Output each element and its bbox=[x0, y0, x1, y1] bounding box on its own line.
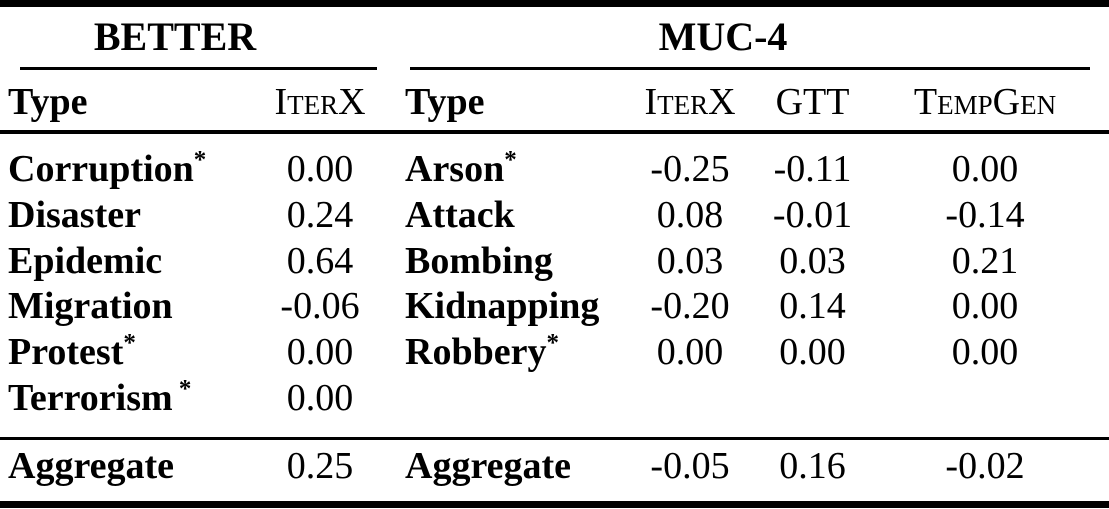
aggregate-value: -0.02 bbox=[945, 445, 1025, 487]
aggregate-label: Aggregate bbox=[8, 445, 175, 487]
value-cell: 0.00 bbox=[951, 331, 1019, 374]
bottom-rule bbox=[0, 501, 1109, 508]
type-label: Corruption bbox=[8, 148, 194, 190]
value-cell: -0.25 bbox=[650, 148, 730, 190]
table-row: Kidnapping -0.20 0.14 0.00 bbox=[405, 284, 1095, 330]
type-label: Arson bbox=[405, 148, 505, 190]
value-cell: -0.11 bbox=[773, 148, 852, 190]
aggregate-row: Aggregate -0.05 0.16 -0.02 bbox=[405, 442, 1095, 490]
value-cell: 0.03 bbox=[779, 239, 846, 282]
top-rule bbox=[0, 0, 1109, 7]
value-cell: 0.00 bbox=[286, 148, 354, 190]
column-header-gtt: GTT bbox=[775, 81, 850, 123]
muc4-table: MUC-4 Type IterX GTT TempGen Arson* -0.2… bbox=[405, 0, 1095, 509]
type-label: Epidemic bbox=[8, 239, 163, 282]
significance-star: * bbox=[172, 375, 192, 403]
value-cell: 0.03 bbox=[656, 239, 724, 282]
column-header-type: Type bbox=[405, 81, 485, 123]
table-row: Attack 0.08 -0.01 -0.14 bbox=[405, 193, 1095, 239]
value-cell: 0.24 bbox=[286, 193, 354, 236]
better-table: BETTER Type IterX Corruption* 0.00 Disas… bbox=[8, 0, 380, 509]
type-label: Terrorism bbox=[8, 376, 173, 419]
muc4-table-body: Arson* -0.25 -0.11 0.00 Attack 0.08 -0.0… bbox=[405, 147, 1095, 376]
significance-star: * bbox=[546, 329, 559, 357]
column-header-iterx: IterX bbox=[644, 81, 736, 123]
value-cell: 0.21 bbox=[951, 239, 1019, 282]
type-label: Protest bbox=[8, 331, 124, 374]
table-row: Protest* 0.00 bbox=[8, 330, 380, 376]
type-label: Disaster bbox=[8, 193, 141, 236]
table-row: Robbery* 0.00 0.00 0.00 bbox=[405, 330, 1095, 376]
type-cell: Protest* bbox=[8, 330, 260, 376]
value-cell: 0.00 bbox=[951, 148, 1019, 190]
aggregate-value: 0.25 bbox=[286, 445, 354, 487]
significance-star: * bbox=[504, 146, 517, 174]
type-cell: Terrorism * bbox=[8, 376, 260, 422]
aggregate-midrule bbox=[0, 437, 1109, 440]
value-cell: 0.14 bbox=[779, 285, 846, 328]
type-cell: Robbery* bbox=[405, 330, 630, 376]
type-cell: Attack bbox=[405, 193, 630, 239]
value-cell: 0.08 bbox=[656, 193, 724, 236]
better-title: BETTER bbox=[93, 14, 257, 59]
muc4-cmidrule bbox=[410, 67, 1090, 70]
significance-star: * bbox=[123, 329, 136, 357]
table-row: Disaster 0.24 bbox=[8, 193, 380, 239]
value-cell: 0.00 bbox=[951, 285, 1019, 328]
header-midrule bbox=[0, 130, 1109, 134]
muc4-title: MUC-4 bbox=[658, 14, 788, 59]
value-cell: -0.01 bbox=[772, 193, 853, 236]
value-cell: 0.00 bbox=[286, 376, 354, 419]
muc4-column-headers: Type IterX GTT TempGen bbox=[405, 76, 1095, 128]
type-cell: Epidemic bbox=[8, 239, 260, 285]
table-row: Migration -0.06 bbox=[8, 284, 380, 330]
better-column-headers: Type IterX bbox=[8, 76, 380, 128]
significance-star: * bbox=[193, 146, 207, 174]
type-cell: Arson* bbox=[405, 147, 630, 193]
type-cell: Disaster bbox=[8, 193, 260, 239]
table-row: Arson* -0.25 -0.11 0.00 bbox=[405, 147, 1095, 193]
aggregate-row: Aggregate 0.25 bbox=[8, 442, 380, 490]
column-header-iterx: IterX bbox=[274, 81, 366, 123]
column-header-tempgen: TempGen bbox=[913, 81, 1057, 123]
column-header-type: Type bbox=[8, 81, 88, 123]
table-row: Bombing 0.03 0.03 0.21 bbox=[405, 239, 1095, 285]
value-cell: 0.00 bbox=[286, 331, 354, 374]
table-row: Corruption* 0.00 bbox=[8, 147, 380, 193]
type-label: Bombing bbox=[405, 239, 553, 282]
value-cell: 0.00 bbox=[779, 331, 846, 374]
type-label: Robbery bbox=[405, 331, 547, 374]
aggregate-value: 0.16 bbox=[779, 445, 846, 487]
type-label: Kidnapping bbox=[405, 285, 600, 328]
type-cell: Bombing bbox=[405, 239, 630, 285]
better-table-body: Corruption* 0.00 Disaster 0.24 Epidemic … bbox=[8, 147, 380, 422]
aggregate-value: -0.05 bbox=[650, 445, 730, 487]
value-cell: 0.64 bbox=[286, 239, 354, 282]
value-cell: -0.20 bbox=[650, 285, 730, 328]
type-cell: Kidnapping bbox=[405, 284, 630, 330]
table-row: Terrorism * 0.00 bbox=[8, 376, 380, 422]
aggregate-label: Aggregate bbox=[405, 445, 572, 487]
table-row: Epidemic 0.64 bbox=[8, 239, 380, 285]
type-label: Migration bbox=[8, 285, 173, 328]
value-cell: -0.06 bbox=[280, 285, 360, 328]
better-cmidrule bbox=[20, 67, 377, 70]
type-cell: Migration bbox=[8, 284, 260, 330]
type-cell: Corruption* bbox=[8, 147, 260, 193]
value-cell: -0.14 bbox=[945, 193, 1025, 236]
value-cell: 0.00 bbox=[656, 331, 724, 374]
type-label: Attack bbox=[405, 193, 515, 236]
